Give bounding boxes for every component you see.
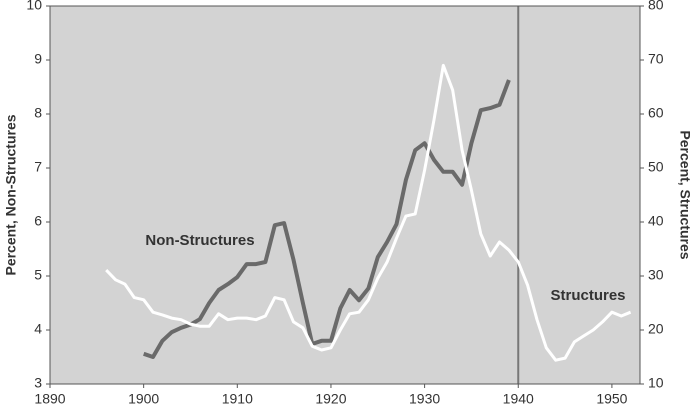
series-line — [143, 79, 511, 359]
x-tick-label: 1900 — [128, 391, 159, 407]
y-tick-label: 6 — [34, 213, 42, 229]
y2-axis-title: Percent, Structures — [677, 130, 693, 259]
y2-tick-label: 70 — [648, 51, 664, 67]
y2-tick-label: 20 — [648, 321, 664, 337]
y-tick-label: 10 — [26, 0, 42, 13]
plot-area — [50, 6, 640, 384]
series-label: Non-Structures — [145, 232, 254, 249]
x-tick-label: 1890 — [34, 391, 65, 407]
series-line — [105, 63, 632, 362]
y-tick-label: 7 — [34, 159, 42, 175]
y-tick-label: 9 — [34, 51, 42, 67]
plot-border — [49, 5, 641, 385]
y2-tick-label: 30 — [648, 267, 664, 283]
y-tick-label: 4 — [34, 321, 42, 337]
x-tick-label: 1910 — [222, 391, 253, 407]
y2-tick-label: 80 — [648, 0, 664, 13]
y2-tick-label: 10 — [648, 375, 664, 391]
x-tick-label: 1940 — [503, 391, 534, 407]
x-tick-label: 1950 — [596, 391, 627, 407]
y2-tick-label: 40 — [648, 213, 664, 229]
y-tick-label: 8 — [34, 105, 42, 121]
y2-tick-label: 60 — [648, 105, 664, 121]
y-tick-label: 3 — [34, 375, 42, 391]
y2-tick-label: 50 — [648, 159, 664, 175]
y-tick-label: 5 — [34, 267, 42, 283]
x-tick-label: 1920 — [315, 391, 346, 407]
x-tick-label: 1930 — [409, 391, 440, 407]
series-label: Structures — [550, 287, 625, 304]
y-axis-title: Percent, Non-Structures — [3, 114, 19, 275]
